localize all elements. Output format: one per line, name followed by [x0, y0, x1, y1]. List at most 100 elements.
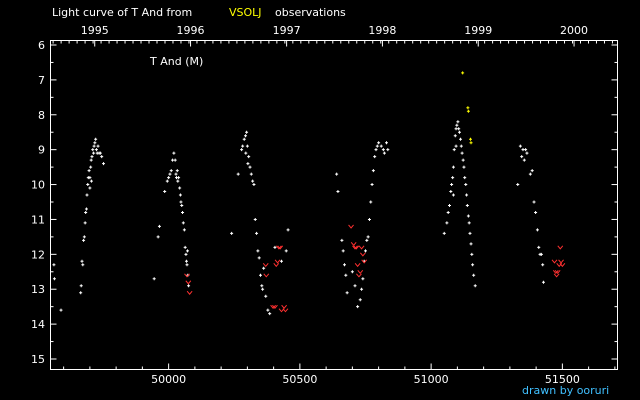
data-point	[525, 151, 529, 155]
fainter-than-point	[554, 269, 561, 275]
y-tick-label: 10	[31, 179, 45, 192]
data-point	[341, 249, 345, 253]
data-point	[280, 259, 283, 263]
data-point	[455, 123, 459, 127]
data-series	[52, 71, 566, 316]
data-point	[470, 252, 474, 256]
data-point	[371, 169, 375, 173]
data-point	[361, 277, 365, 281]
data-point	[356, 305, 360, 309]
title-suffix: observations	[275, 6, 346, 19]
fainter-than-point	[553, 273, 560, 278]
data-point	[518, 144, 522, 148]
data-point	[460, 151, 464, 155]
data-point	[236, 172, 240, 176]
data-point	[450, 183, 454, 187]
data-point	[165, 179, 169, 183]
data-point	[459, 137, 463, 141]
data-point	[89, 165, 93, 169]
data-point	[52, 277, 56, 281]
data-point	[360, 287, 364, 291]
data-point	[266, 308, 270, 312]
data-point	[169, 169, 173, 173]
data-point	[172, 151, 176, 155]
data-point	[178, 186, 182, 190]
data-point	[463, 176, 467, 180]
data-point	[469, 242, 473, 246]
data-point	[535, 228, 539, 232]
data-point	[473, 284, 477, 288]
data-point	[82, 235, 86, 239]
data-point	[451, 193, 455, 197]
data-point	[524, 148, 528, 152]
data-point	[240, 148, 244, 152]
x-tick-label: 50500	[282, 373, 317, 386]
data-point	[459, 144, 463, 148]
data-point	[466, 214, 470, 218]
data-point	[257, 256, 261, 260]
fainter-than-point	[270, 304, 276, 309]
data-point	[59, 308, 63, 312]
data-point	[230, 231, 234, 235]
data-point	[366, 235, 370, 239]
data-point	[442, 231, 446, 235]
data-point	[457, 127, 461, 131]
data-point	[245, 130, 249, 134]
data-point	[466, 106, 470, 110]
title-prefix: Light curve of T And from	[52, 6, 192, 19]
data-point	[98, 151, 102, 155]
y-tick-label: 13	[31, 283, 45, 296]
fainter-than-point	[356, 273, 362, 278]
fainter-than-point	[277, 245, 284, 250]
data-point	[344, 273, 348, 277]
x-tick-label: 51500	[545, 373, 580, 386]
data-point	[84, 207, 88, 211]
data-point	[469, 137, 472, 141]
data-point	[88, 176, 92, 180]
fainter-than-point	[350, 242, 357, 247]
fainter-than-point	[348, 224, 354, 229]
data-point	[262, 266, 266, 270]
data-point	[386, 148, 390, 152]
data-point	[93, 141, 97, 145]
fainter-than-point	[274, 259, 281, 264]
fainter-than-point	[352, 245, 358, 250]
data-point	[385, 141, 388, 145]
data-point	[96, 144, 100, 148]
year-label: 1996	[177, 24, 205, 37]
data-point	[530, 169, 534, 173]
data-point	[92, 151, 96, 155]
year-label: 1995	[81, 24, 109, 37]
fainter-than-point	[273, 262, 280, 268]
data-point	[541, 280, 545, 284]
data-point	[245, 144, 249, 148]
x-axis: 50000 50500 51000 51500	[63, 363, 616, 386]
data-point	[178, 193, 182, 197]
data-point	[345, 291, 349, 295]
data-point	[461, 71, 465, 75]
data-point	[186, 249, 190, 253]
data-point	[173, 158, 177, 162]
data-point	[369, 200, 373, 204]
data-point	[81, 263, 85, 267]
fainter-than-point	[557, 245, 564, 250]
y-tick-label: 8	[38, 109, 45, 122]
data-point	[532, 200, 536, 204]
fainter-than-point	[275, 245, 282, 250]
data-point	[374, 148, 378, 152]
data-point	[541, 263, 545, 267]
fainter-than-point	[357, 269, 364, 275]
year-label: 1998	[368, 24, 396, 37]
data-point	[273, 245, 277, 249]
x-tick-label: 51000	[414, 373, 449, 386]
fainter-than-point	[263, 273, 270, 278]
y-tick-label: 9	[38, 144, 45, 157]
chart-title: Light curve of T And from VSOLJ observat…	[52, 6, 346, 19]
credit-text: drawn by ooruri	[522, 384, 609, 397]
data-point	[241, 144, 245, 148]
data-point	[89, 179, 93, 183]
data-point	[79, 284, 83, 288]
data-point	[255, 231, 259, 235]
y-tick-label: 11	[31, 213, 45, 226]
